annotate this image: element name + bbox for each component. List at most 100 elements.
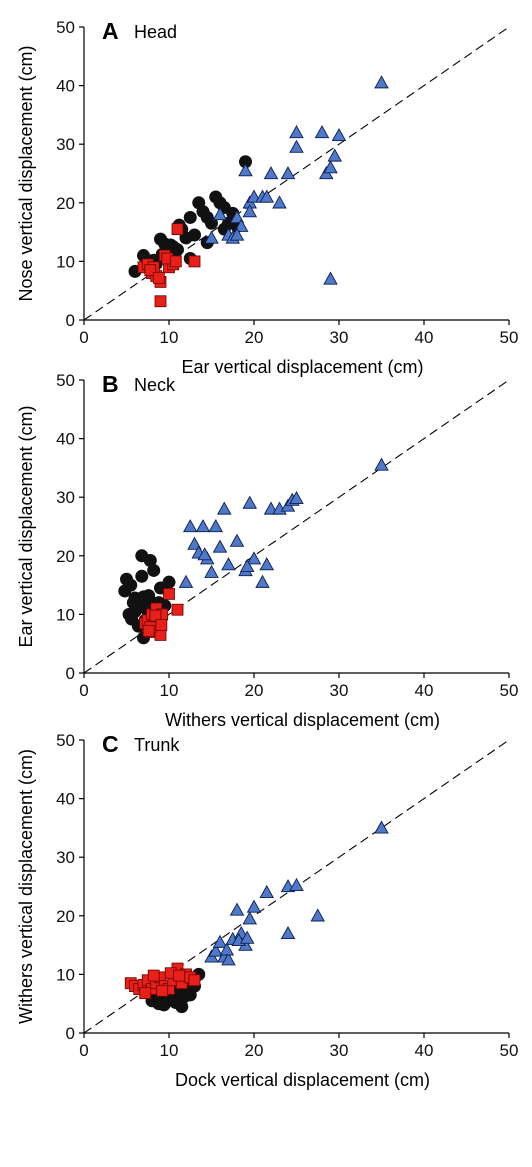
data-point-circle [177,990,191,1004]
data-point-triangle [178,574,194,588]
data-point-triangle [195,519,211,533]
panel-letter: C [102,731,119,757]
y-tick-label: 40 [56,430,75,449]
data-point-triangle [242,204,258,218]
data-point-triangle [229,902,245,916]
y-tick-label: 40 [56,77,75,96]
data-point-triangle [246,551,262,565]
data-point-square [139,987,152,1000]
series-triangle [204,75,389,285]
y-tick-label: 30 [56,488,75,507]
x-axis-label: Dock vertical displacement (cm) [175,1070,430,1090]
series-square [137,223,201,308]
x-axis-label: Ear vertical displacement (cm) [181,357,423,377]
data-point-triangle [238,163,253,177]
y-tick-label: 0 [66,664,75,683]
y-tick-label: 50 [56,371,75,390]
data-point-triangle [229,210,245,224]
chart-panel-c: 0 10 20 30 40 50 0 10 20 30 40 50 C Trunk Dock vertica… [16,731,518,1090]
x-tick-label: 50 [500,328,519,347]
data-point-triangle [314,125,330,139]
data-point-triangle [212,207,228,221]
data-point-triangle [242,911,258,925]
data-point-circle [124,578,138,592]
data-point-square [149,609,162,622]
y-tick-label: 20 [56,194,75,213]
data-point-square [171,603,184,616]
chart-panel-b: 0 10 20 30 40 50 0 10 20 30 40 50 B Neck Withers verti… [16,371,518,730]
x-tick-label: 40 [415,328,434,347]
data-point-triangle [280,925,296,940]
data-point-triangle [208,519,224,533]
x-tick-label: 10 [160,681,179,700]
data-point-triangle [327,148,343,162]
data-point-triangle [212,539,228,553]
y-tick-label: 0 [66,311,75,330]
panel-title: Trunk [134,735,180,755]
data-point-triangle [272,195,287,209]
data-point-square [154,629,167,641]
panel-title: Neck [134,375,176,395]
data-point-circle [142,589,156,603]
data-point-triangle [259,557,275,571]
data-point-triangle [331,127,347,142]
data-point-circle [183,210,197,224]
data-point-square [155,619,168,631]
data-point-circle [135,569,149,583]
data-point-triangle [212,934,228,948]
data-point-triangle [374,75,389,89]
data-point-triangle [289,490,304,505]
x-tick-label: 40 [415,1041,434,1060]
data-point-triangle [289,125,304,139]
series-square [139,587,184,641]
series-triangle [178,457,389,588]
data-point-triangle [229,227,245,241]
x-tick-label: 50 [500,681,519,700]
series-triangle [204,820,389,966]
y-tick-label: 30 [56,848,75,867]
data-point-triangle [187,536,202,550]
data-point-triangle [204,230,219,244]
series-square [124,962,201,1000]
y-tick-label: 0 [66,1024,75,1043]
y-tick-label: 20 [56,907,75,926]
data-point-triangle [246,899,262,913]
data-point-triangle [289,139,304,153]
data-point-square [152,271,165,284]
x-tick-label: 0 [79,1041,88,1060]
x-tick-label: 10 [160,1041,179,1060]
panel-title: Head [134,22,177,42]
data-point-triangle [289,877,304,891]
y-tick-label: 20 [56,547,75,566]
data-point-triangle [310,908,326,922]
y-tick-label: 50 [56,731,75,750]
panel-letter: B [102,371,119,397]
data-point-circle [128,591,142,605]
panel-letter: A [102,18,119,44]
data-point-triangle [204,564,219,578]
x-tick-label: 30 [330,328,349,347]
y-tick-label: 10 [56,605,75,624]
data-point-circle [188,228,201,242]
data-point-triangle [182,519,198,533]
data-point-triangle [208,943,224,957]
y-tick-label: 10 [56,965,75,984]
x-tick-label: 20 [245,681,264,700]
data-point-circle [147,563,161,577]
x-tick-label: 40 [415,681,434,700]
data-point-triangle [239,930,255,944]
y-axis-label: Withers vertical displacement (cm) [16,749,36,1024]
data-point-square [188,974,201,987]
x-tick-label: 30 [330,681,349,700]
x-tick-label: 30 [330,1041,349,1060]
data-point-square [173,969,186,982]
x-tick-label: 0 [79,681,88,700]
data-point-triangle [259,884,275,899]
data-point-square [171,223,184,236]
y-tick-label: 10 [56,252,75,271]
x-tick-label: 50 [500,1041,519,1060]
x-tick-label: 10 [160,328,179,347]
data-point-square [169,255,182,268]
data-point-triangle [280,166,296,180]
